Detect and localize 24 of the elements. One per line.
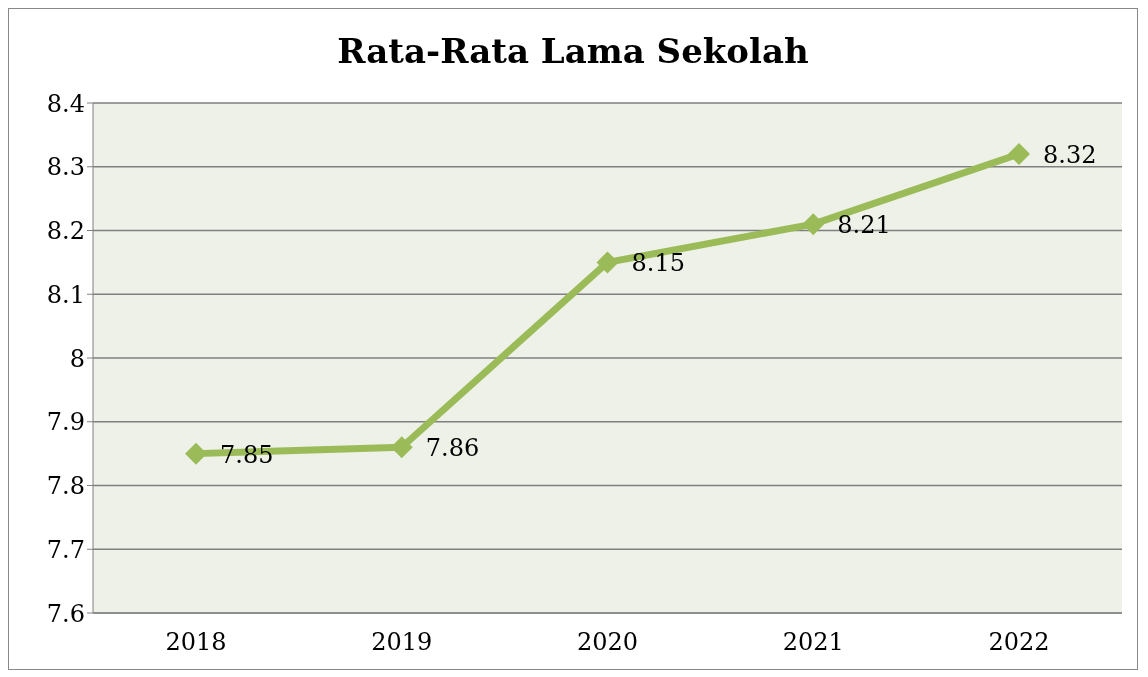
data-label: 7.86 bbox=[425, 434, 480, 463]
data-label: 8.21 bbox=[837, 211, 891, 240]
y-tick-label: 8 bbox=[69, 344, 85, 373]
data-label: 7.85 bbox=[220, 440, 274, 469]
data-label: 8.32 bbox=[1043, 141, 1097, 169]
point bbox=[185, 442, 207, 465]
y-tick-label: 7.8 bbox=[46, 472, 85, 501]
x-tick-label: 2020 bbox=[576, 628, 639, 657]
y-tick-label: 8.3 bbox=[46, 153, 85, 182]
point bbox=[1008, 143, 1030, 165]
chart-title: Rata-Rata Lama Sekolah bbox=[336, 30, 810, 73]
x-tick-label: 2019 bbox=[371, 628, 433, 657]
point bbox=[802, 213, 825, 236]
point bbox=[596, 251, 619, 274]
y-tick-label: 7.6 bbox=[46, 599, 85, 628]
y-tick-label: 7.7 bbox=[46, 535, 85, 564]
x-tick-label: 2018 bbox=[165, 628, 227, 657]
x-tick-label: 2021 bbox=[782, 628, 844, 657]
data-label: 8.15 bbox=[631, 249, 685, 278]
y-tick-label: 8.1 bbox=[46, 280, 85, 309]
y-tick-label: 7.9 bbox=[46, 408, 85, 437]
y-tick-label: 8.4 bbox=[46, 89, 85, 118]
x-tick-label: 2022 bbox=[988, 628, 1050, 657]
y-tick-label: 8.2 bbox=[46, 217, 85, 246]
